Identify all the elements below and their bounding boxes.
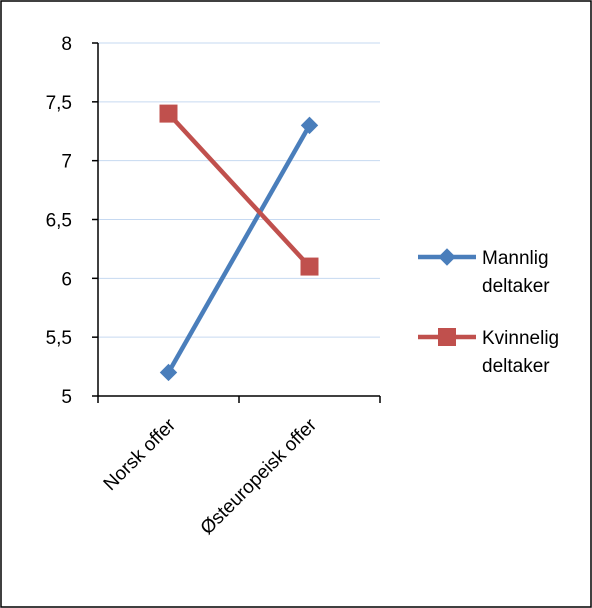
series-group xyxy=(159,104,319,382)
y-tick-label: 5,5 xyxy=(46,328,72,349)
y-tick-labels: 5 5,5 6 6,5 7 7,5 8 xyxy=(46,34,72,408)
legend-marker xyxy=(438,248,456,266)
data-point xyxy=(159,363,178,382)
gridlines xyxy=(98,42,380,338)
series-line xyxy=(166,112,312,269)
y-tick-label: 6 xyxy=(61,269,72,290)
legend-label: Kvinnelig deltaker xyxy=(482,328,559,377)
legend-marker xyxy=(438,328,456,346)
legend-label: Mannlig deltaker xyxy=(482,248,550,297)
y-tick-label: 7,5 xyxy=(46,93,72,114)
legend: Mannlig deltaker Kvinnelig deltaker xyxy=(418,248,559,377)
data-point xyxy=(300,116,319,135)
y-tick-label: 7 xyxy=(61,152,72,173)
series-line xyxy=(166,124,312,374)
y-tick-label: 8 xyxy=(61,34,72,55)
y-tick-label: 6,5 xyxy=(46,211,72,232)
data-point xyxy=(300,257,319,276)
y-tick-label: 5 xyxy=(61,387,72,408)
data-point xyxy=(159,104,178,123)
axes xyxy=(92,42,381,403)
